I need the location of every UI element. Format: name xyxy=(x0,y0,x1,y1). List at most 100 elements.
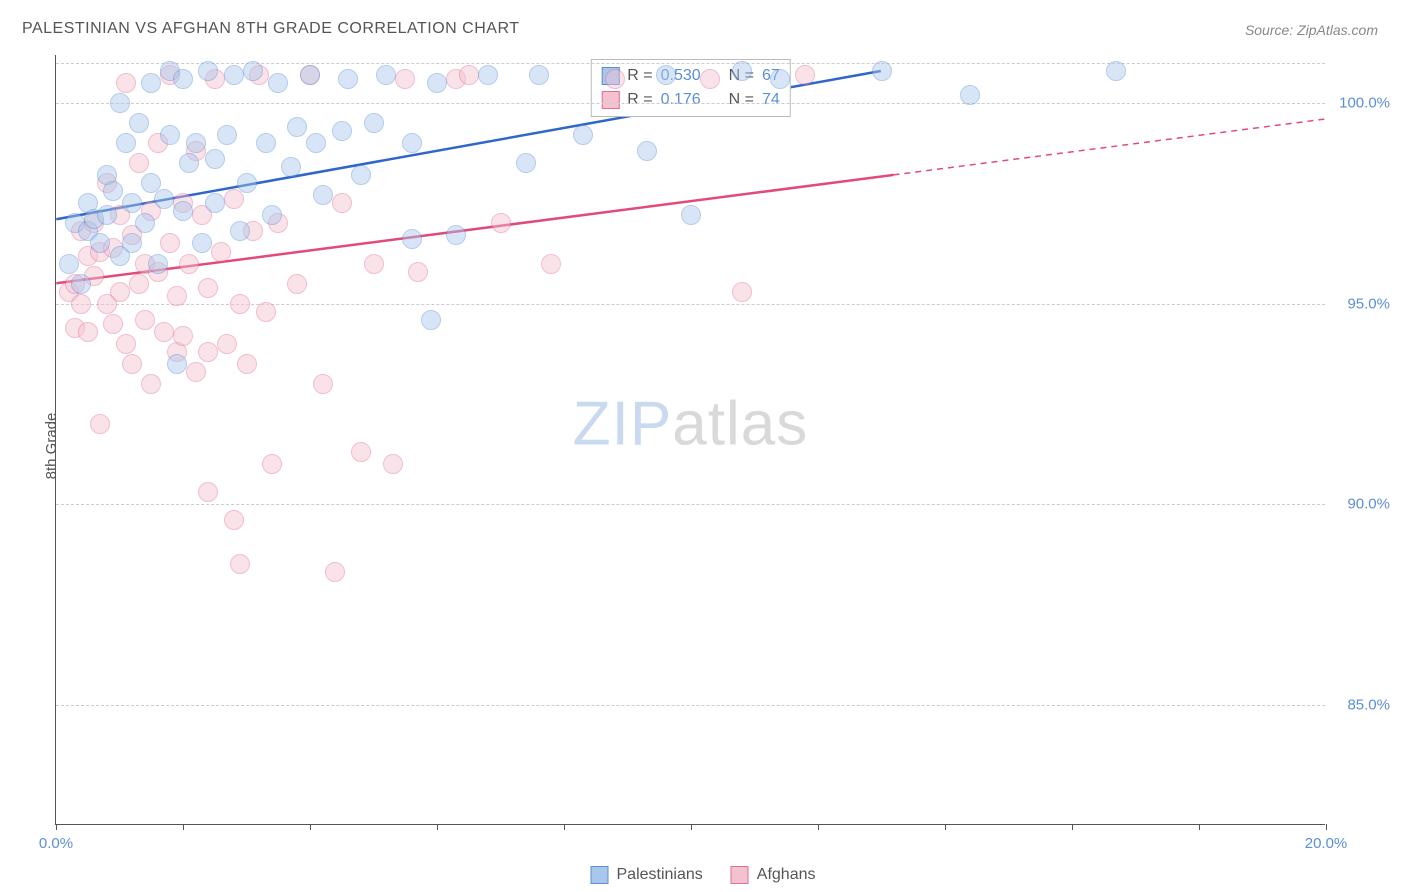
scatter-point-palestinians xyxy=(110,93,130,113)
scatter-point-palestinians xyxy=(960,85,980,105)
scatter-point-palestinians xyxy=(351,165,371,185)
scatter-point-palestinians xyxy=(402,133,422,153)
scatter-point-palestinians xyxy=(173,201,193,221)
scatter-point-palestinians xyxy=(656,65,676,85)
scatter-point-palestinians xyxy=(243,61,263,81)
scatter-point-palestinians xyxy=(281,157,301,177)
legend-item-palestinians: Palestinians xyxy=(591,866,703,884)
r-value: 0.176 xyxy=(661,91,711,109)
scatter-point-palestinians xyxy=(376,65,396,85)
scatter-point-afghans xyxy=(364,254,384,274)
gridline xyxy=(56,504,1325,505)
scatter-point-afghans xyxy=(211,242,231,262)
scatter-point-afghans xyxy=(78,322,98,342)
y-tick-label: 85.0% xyxy=(1330,696,1390,713)
scatter-point-afghans xyxy=(116,73,136,93)
scatter-point-afghans xyxy=(198,482,218,502)
scatter-point-palestinians xyxy=(224,65,244,85)
scatter-point-palestinians xyxy=(732,61,752,81)
y-tick-label: 90.0% xyxy=(1330,496,1390,513)
scatter-point-palestinians xyxy=(192,233,212,253)
scatter-point-afghans xyxy=(408,262,428,282)
scatter-point-palestinians xyxy=(160,125,180,145)
x-tick xyxy=(56,824,57,830)
scatter-point-palestinians xyxy=(402,229,422,249)
scatter-point-palestinians xyxy=(478,65,498,85)
scatter-point-afghans xyxy=(262,454,282,474)
plot-area: ZIPatlas R =0.530N =67R =0.176N =74 85.0… xyxy=(55,55,1325,825)
scatter-point-afghans xyxy=(160,233,180,253)
scatter-point-palestinians xyxy=(364,113,384,133)
legend-stats-row-palestinians: R =0.530N =67 xyxy=(601,64,779,88)
scatter-point-afghans xyxy=(129,274,149,294)
x-tick xyxy=(1199,824,1200,830)
scatter-point-palestinians xyxy=(306,133,326,153)
scatter-point-afghans xyxy=(122,354,142,374)
scatter-point-palestinians xyxy=(59,254,79,274)
scatter-point-palestinians xyxy=(154,189,174,209)
x-tick xyxy=(183,824,184,830)
gridline xyxy=(56,705,1325,706)
scatter-point-afghans xyxy=(541,254,561,274)
scatter-point-palestinians xyxy=(256,133,276,153)
scatter-point-afghans xyxy=(179,254,199,274)
x-tick xyxy=(818,824,819,830)
scatter-point-palestinians xyxy=(446,225,466,245)
scatter-point-afghans xyxy=(110,282,130,302)
scatter-point-palestinians xyxy=(122,193,142,213)
legend-label: Afghans xyxy=(757,866,816,884)
scatter-point-afghans xyxy=(230,554,250,574)
x-tick xyxy=(1072,824,1073,830)
scatter-point-afghans xyxy=(332,193,352,213)
scatter-point-afghans xyxy=(313,374,333,394)
scatter-point-afghans xyxy=(198,342,218,362)
legend-bottom: Palestinians Afghans xyxy=(591,866,816,884)
x-tick xyxy=(437,824,438,830)
scatter-point-afghans xyxy=(71,294,91,314)
scatter-point-palestinians xyxy=(129,113,149,133)
scatter-point-palestinians xyxy=(205,193,225,213)
watermark: ZIPatlas xyxy=(573,389,808,460)
n-label: N = xyxy=(729,91,754,109)
scatter-point-afghans xyxy=(230,294,250,314)
scatter-point-palestinians xyxy=(338,69,358,89)
scatter-point-afghans xyxy=(700,69,720,89)
scatter-point-palestinians xyxy=(516,153,536,173)
scatter-point-palestinians xyxy=(268,73,288,93)
swatch-palestinians xyxy=(591,866,609,884)
scatter-point-palestinians xyxy=(300,65,320,85)
scatter-point-palestinians xyxy=(1106,61,1126,81)
scatter-point-afghans xyxy=(383,454,403,474)
scatter-point-palestinians xyxy=(198,61,218,81)
scatter-point-afghans xyxy=(325,562,345,582)
r-label: R = xyxy=(627,91,652,109)
scatter-point-palestinians xyxy=(313,185,333,205)
scatter-point-palestinians xyxy=(97,205,117,225)
swatch-afghans xyxy=(601,91,619,109)
x-tick-label: 0.0% xyxy=(39,835,73,852)
scatter-point-afghans xyxy=(129,153,149,173)
scatter-point-palestinians xyxy=(230,221,250,241)
y-tick-label: 100.0% xyxy=(1330,95,1390,112)
scatter-point-palestinians xyxy=(427,73,447,93)
scatter-point-afghans xyxy=(256,302,276,322)
scatter-point-afghans xyxy=(116,334,136,354)
scatter-point-afghans xyxy=(135,310,155,330)
scatter-point-palestinians xyxy=(421,310,441,330)
watermark-atlas: atlas xyxy=(672,390,808,459)
scatter-point-afghans xyxy=(732,282,752,302)
scatter-point-palestinians xyxy=(205,149,225,169)
swatch-afghans xyxy=(731,866,749,884)
scatter-point-palestinians xyxy=(167,354,187,374)
legend-item-afghans: Afghans xyxy=(731,866,816,884)
chart-title: PALESTINIAN VS AFGHAN 8TH GRADE CORRELAT… xyxy=(22,20,519,38)
scatter-point-afghans xyxy=(173,326,193,346)
trendline-afghans-dashed xyxy=(893,119,1324,175)
scatter-point-palestinians xyxy=(135,213,155,233)
scatter-point-afghans xyxy=(198,278,218,298)
scatter-point-palestinians xyxy=(681,205,701,225)
x-tick xyxy=(310,824,311,830)
scatter-point-afghans xyxy=(154,322,174,342)
scatter-point-palestinians xyxy=(573,125,593,145)
scatter-point-palestinians xyxy=(217,125,237,145)
